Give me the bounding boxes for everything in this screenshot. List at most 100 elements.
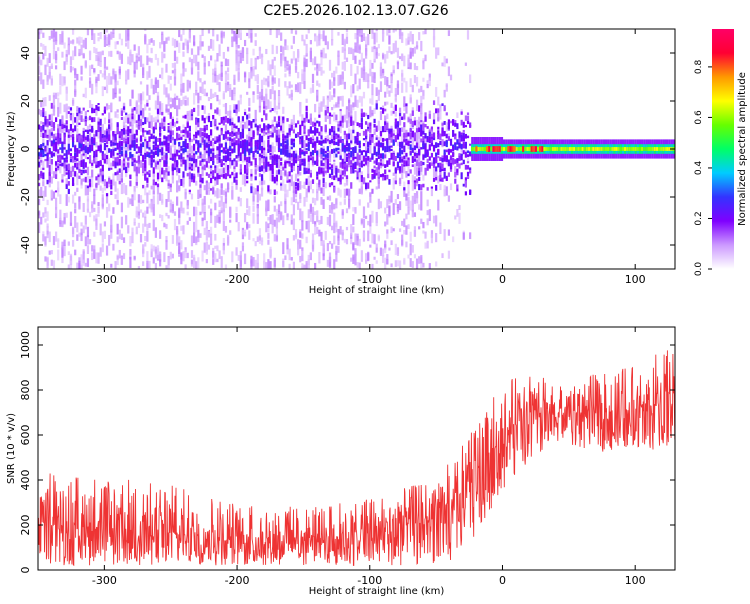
spectrogram-cell bbox=[165, 37, 167, 43]
spectrogram-cell bbox=[102, 73, 104, 77]
spectrogram-cell bbox=[229, 152, 231, 157]
spectrogram-cell bbox=[165, 160, 167, 164]
spectrogram-cell bbox=[44, 213, 46, 217]
spectrogram-cell bbox=[201, 26, 203, 36]
spectrogram-cell bbox=[148, 261, 150, 269]
spectrogram-cell bbox=[170, 139, 172, 143]
spectrogram-cell bbox=[255, 188, 257, 194]
spectrogram-cell bbox=[246, 181, 248, 184]
spectrogram-cell bbox=[395, 112, 397, 116]
spectrogram-cell bbox=[172, 119, 174, 126]
spectrogram-cell bbox=[129, 199, 131, 205]
spectrogram-cell bbox=[272, 45, 274, 54]
spectrogram-cell bbox=[114, 81, 116, 92]
spectrogram-cell bbox=[267, 60, 269, 70]
spectrogram-cell bbox=[594, 147, 596, 151]
spectrogram-cell bbox=[100, 247, 102, 256]
spectrogram-cell bbox=[420, 130, 422, 136]
spectrogram-cell bbox=[242, 116, 244, 121]
spectrogram-cell bbox=[412, 156, 414, 163]
spectrogram-cell bbox=[261, 118, 263, 122]
spectrogram-cell bbox=[153, 179, 155, 185]
spectrogram-cell bbox=[40, 102, 42, 108]
spectrogram-cell bbox=[182, 251, 184, 261]
spectrogram-cell bbox=[193, 108, 195, 112]
spectrogram-cell bbox=[40, 187, 42, 196]
spectrogram-cell bbox=[199, 96, 201, 100]
spectrogram-cell bbox=[85, 61, 87, 66]
spectrogram-cell bbox=[127, 126, 129, 131]
spectrogram-cell bbox=[225, 103, 227, 114]
spectrogram-cell bbox=[197, 148, 199, 153]
spectrogram-cell bbox=[168, 109, 170, 112]
spectrogram-cell bbox=[110, 144, 112, 147]
spectrogram-cell bbox=[357, 66, 359, 75]
spectrogram-cell bbox=[91, 84, 93, 95]
spectrogram-cell bbox=[159, 138, 161, 144]
spectrogram-cell bbox=[208, 61, 210, 66]
spectrogram-cell bbox=[218, 123, 220, 125]
spectrogram-cell bbox=[469, 74, 471, 83]
spectrogram-cell bbox=[331, 95, 333, 100]
spectrogram-cell bbox=[354, 96, 356, 107]
spectrogram-cell bbox=[259, 124, 261, 128]
spectrogram-cell bbox=[182, 225, 184, 234]
spectrogram-cell bbox=[386, 77, 388, 86]
spectrogram-cell bbox=[386, 87, 388, 94]
spectrogram-cell bbox=[444, 56, 446, 67]
spectrogram-cell bbox=[83, 162, 85, 169]
spectrogram-cell bbox=[588, 147, 590, 151]
spectrogram-cell bbox=[244, 152, 246, 156]
spectrogram-cell bbox=[108, 105, 110, 109]
spectrogram-cell bbox=[478, 147, 480, 151]
spectrogram-cell bbox=[59, 119, 61, 126]
spectrogram-cell bbox=[91, 27, 93, 36]
spectrogram-cell bbox=[197, 46, 199, 55]
spectrogram-cell bbox=[165, 175, 167, 181]
spectrogram-cell bbox=[57, 138, 59, 144]
spectrogram-cell bbox=[185, 139, 187, 145]
spectrogram-cell bbox=[410, 62, 412, 69]
spectrogram-cell bbox=[250, 142, 252, 147]
chart-title: C2E5.2026.102.13.07.G26 bbox=[263, 3, 448, 19]
spectrogram-cell bbox=[295, 86, 297, 92]
spectrogram-cell bbox=[210, 209, 212, 216]
spectrogram-cell bbox=[172, 254, 174, 259]
spectrogram-cell bbox=[197, 167, 199, 173]
spectrogram-cell bbox=[416, 45, 418, 49]
spectrogram-cell bbox=[418, 204, 420, 209]
spectrogram-cell bbox=[212, 187, 214, 194]
spectrogram-cell bbox=[59, 194, 61, 204]
spectrogram-cell bbox=[201, 132, 203, 136]
spectrogram-cell bbox=[40, 160, 42, 163]
spectrogram-cell bbox=[78, 169, 80, 173]
spectrogram-cell bbox=[414, 182, 416, 189]
spectrogram-cell bbox=[97, 161, 99, 167]
spectrogram-cell bbox=[344, 131, 346, 135]
spectrogram-cell bbox=[185, 115, 187, 119]
spectrogram-cell bbox=[323, 243, 325, 253]
spectrogram-cell bbox=[78, 261, 80, 271]
spectrogram-cell bbox=[46, 160, 48, 166]
spectrogram-cell bbox=[363, 58, 365, 70]
spectrogram-cell bbox=[76, 222, 78, 232]
spectrogram-cell bbox=[216, 245, 218, 251]
spectrogram-cell bbox=[42, 212, 44, 217]
spectrogram-cell bbox=[399, 56, 401, 59]
spectrogram-cell bbox=[57, 133, 59, 139]
spectrogram-cell bbox=[42, 98, 44, 107]
spectrogram-cell bbox=[463, 130, 465, 133]
spectrogram-cell bbox=[57, 240, 59, 248]
spectrogram-cell bbox=[388, 196, 390, 202]
spectrogram-cell bbox=[424, 143, 426, 147]
spectrogram-cell bbox=[125, 113, 127, 115]
spectrogram-cell bbox=[308, 155, 310, 161]
spectrogram-cell bbox=[348, 112, 350, 118]
spectrogram-cell bbox=[189, 167, 191, 170]
spectrogram-cell bbox=[444, 189, 446, 196]
spectrogram-cell bbox=[306, 44, 308, 55]
spectrogram-cell bbox=[310, 88, 312, 94]
spectrogram-cell bbox=[134, 114, 136, 123]
spectrogram-cell bbox=[342, 177, 344, 180]
spectrogram-cell bbox=[446, 176, 448, 181]
